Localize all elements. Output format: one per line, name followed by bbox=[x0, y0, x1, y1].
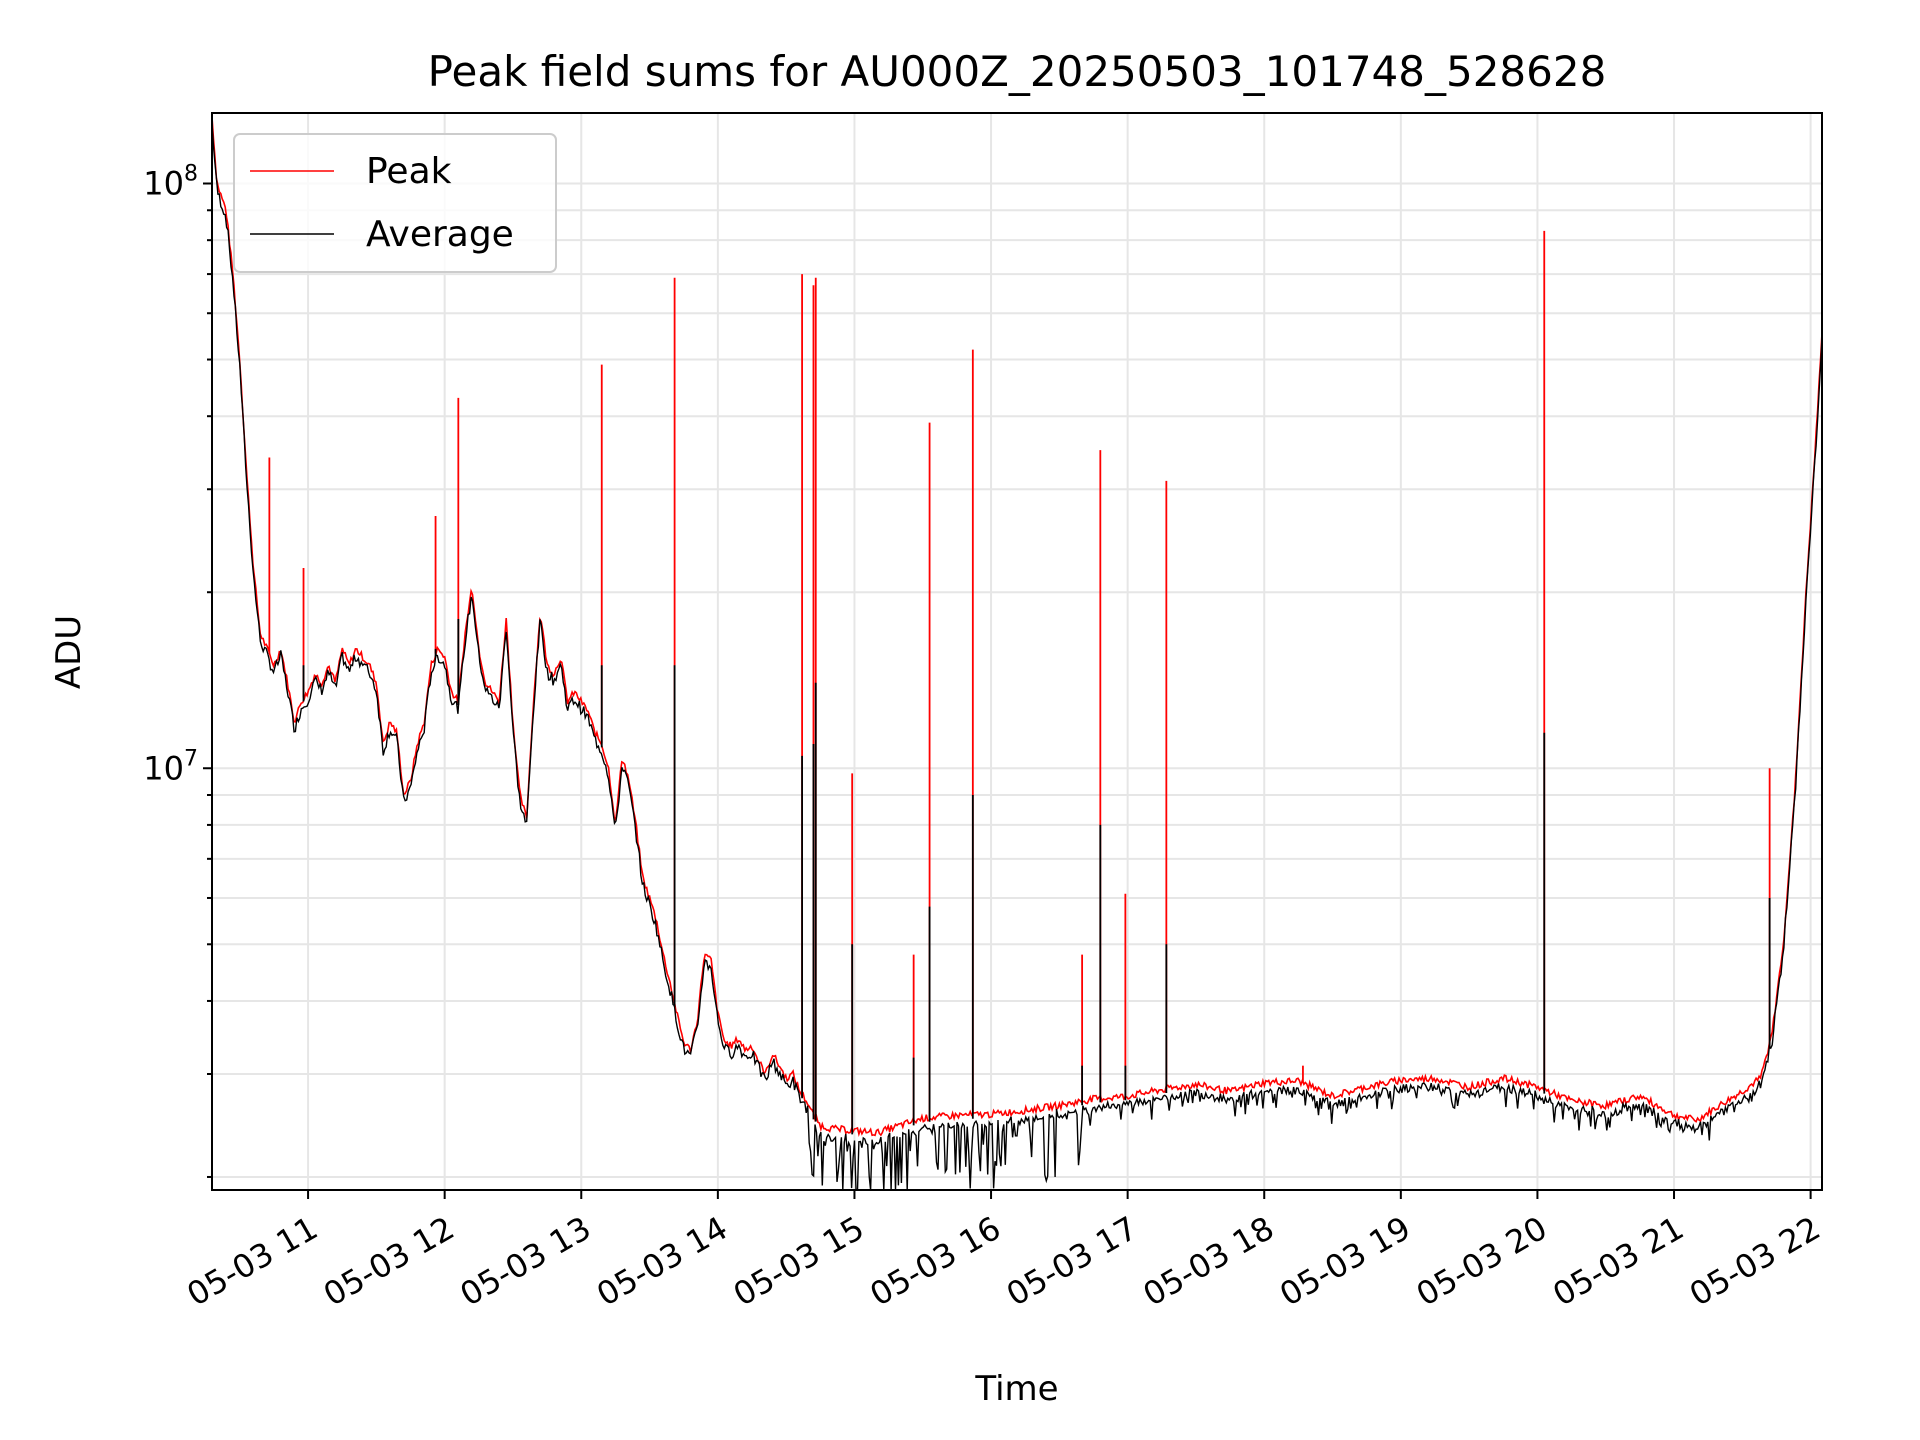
chart-title: Peak field sums for AU000Z_20250503_1017… bbox=[428, 47, 1607, 96]
y-axis-ticks: 107 108 bbox=[143, 162, 212, 1178]
series-line-average bbox=[211, 123, 1823, 1191]
y-tick-label: 107 bbox=[143, 746, 198, 787]
legend: Peak Average bbox=[233, 133, 557, 273]
plot-frame bbox=[211, 112, 1823, 1191]
series-line-peak bbox=[211, 116, 1823, 1137]
x-axis-title: Time bbox=[974, 1369, 1058, 1409]
grid bbox=[212, 113, 1822, 1190]
series-average bbox=[211, 123, 1823, 1191]
y-axis-title: ADU bbox=[49, 615, 89, 689]
legend-box bbox=[233, 133, 557, 273]
y-tick-label: 108 bbox=[143, 162, 198, 203]
legend-label-peak: Peak bbox=[366, 151, 452, 192]
legend-label-average: Average bbox=[366, 214, 514, 255]
